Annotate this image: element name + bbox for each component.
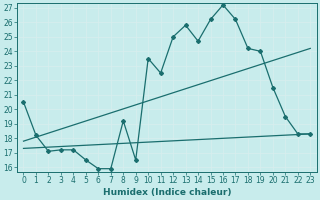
X-axis label: Humidex (Indice chaleur): Humidex (Indice chaleur) bbox=[103, 188, 231, 197]
